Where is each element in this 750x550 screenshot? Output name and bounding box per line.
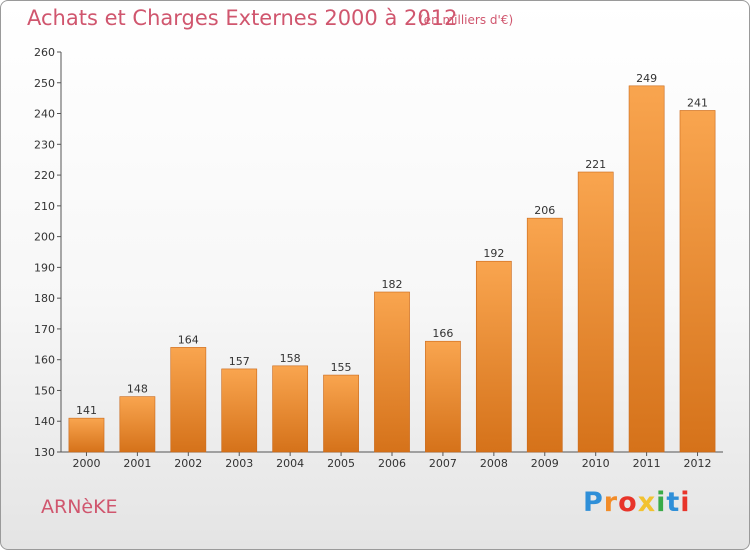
bar-2008 — [475, 260, 512, 453]
bar-value-label: 192 — [483, 247, 504, 260]
bar-value-label: 166 — [432, 327, 453, 340]
y-tick-label: 210 — [34, 200, 55, 213]
bar-value-label: 164 — [178, 333, 199, 346]
bar-value-label: 241 — [687, 96, 708, 109]
y-tick-label: 180 — [34, 292, 55, 305]
y-tick-label: 150 — [34, 384, 55, 397]
y-tick-label: 240 — [34, 108, 55, 121]
x-tick-label: 2004 — [276, 457, 304, 470]
x-tick-label: 2001 — [123, 457, 151, 470]
bar-value-label: 157 — [229, 355, 250, 368]
y-tick-label: 130 — [34, 446, 55, 459]
chart-subtitle: (en milliers d'€) — [419, 13, 514, 27]
x-tick-label: 2009 — [531, 457, 559, 470]
city-name: ARNèKE — [41, 496, 118, 518]
bar-value-label: 141 — [76, 404, 97, 417]
proxiti-logo: Proxiti — [583, 487, 691, 518]
x-tick-label: 2007 — [429, 457, 457, 470]
logo-letter: P — [583, 487, 604, 518]
y-tick-label: 230 — [34, 138, 55, 151]
bar-2012 — [679, 110, 716, 453]
bar-value-label: 249 — [636, 72, 657, 85]
y-tick-label: 220 — [34, 169, 55, 182]
bar-2007 — [425, 340, 461, 453]
bar-2011 — [628, 85, 665, 453]
bar-value-label: 155 — [331, 361, 352, 374]
bar-2006 — [374, 291, 410, 453]
bar-2005 — [323, 374, 359, 453]
x-tick-label: 2002 — [174, 457, 202, 470]
bar-2010 — [577, 171, 614, 453]
logo-letter: i — [680, 487, 691, 518]
bar-2002 — [170, 347, 207, 453]
x-tick-label: 2005 — [327, 457, 355, 470]
logo-letter: t — [666, 487, 681, 518]
y-tick-label: 170 — [34, 323, 55, 336]
bar-2003 — [221, 368, 258, 453]
logo-letter: i — [656, 487, 667, 518]
y-tick-label: 200 — [34, 231, 55, 244]
y-tick-label: 260 — [34, 46, 55, 59]
x-tick-label: 2012 — [684, 457, 712, 470]
bar-2000 — [68, 417, 105, 453]
bar-2001 — [119, 396, 156, 453]
bar-value-label: 206 — [534, 204, 555, 217]
chart-title: Achats et Charges Externes 2000 à 2012 — [27, 6, 458, 30]
x-tick-label: 2010 — [582, 457, 610, 470]
x-tick-label: 2000 — [72, 457, 100, 470]
x-tick-label: 2006 — [378, 457, 406, 470]
logo-letter: o — [618, 487, 638, 518]
bar-value-label: 158 — [280, 352, 301, 365]
x-tick-label: 2003 — [225, 457, 253, 470]
y-tick-label: 190 — [34, 261, 55, 274]
logo-letter: x — [637, 487, 657, 518]
y-tick-label: 160 — [34, 354, 55, 367]
y-tick-label: 250 — [34, 77, 55, 90]
x-axis: 2000 2001 2002 2003 2004 2005 2006 2007 2008 2009… — [61, 451, 723, 470]
x-tick-label: 2008 — [480, 457, 508, 470]
bar-value-label: 182 — [382, 278, 403, 291]
bar-2004 — [272, 365, 309, 453]
logo-letter: r — [603, 487, 619, 518]
bar-value-label: 148 — [127, 383, 148, 396]
x-tick-label: 2011 — [633, 457, 661, 470]
y-axis: 130 140 150 160 170 180 190 200 210 220 230 240 250 2… — [34, 46, 62, 459]
bars: 141 148 164 157 158 155 182 166 192 206 221 249 241 — [68, 72, 716, 453]
y-tick-label: 140 — [34, 415, 55, 428]
bar-value-label: 221 — [585, 158, 606, 171]
bar-2009 — [526, 217, 563, 453]
